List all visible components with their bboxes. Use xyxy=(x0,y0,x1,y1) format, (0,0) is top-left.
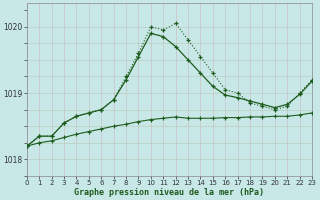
X-axis label: Graphe pression niveau de la mer (hPa): Graphe pression niveau de la mer (hPa) xyxy=(75,188,265,197)
